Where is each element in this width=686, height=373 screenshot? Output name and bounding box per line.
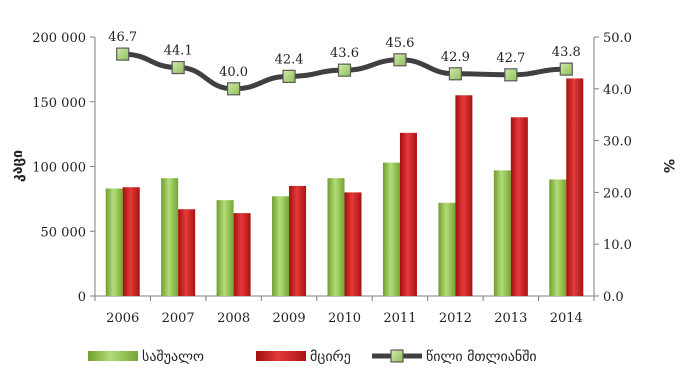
axes: 0 50 000 100 000 150 000 200 000 0.0 10.0 20.0 3… xyxy=(10,31,676,326)
share-data-label: 44.1 xyxy=(164,44,193,59)
right-tick-label: 10.0 xyxy=(603,238,632,253)
legend-marker-share xyxy=(390,349,404,363)
bar-small xyxy=(178,209,196,296)
share-data-label: 45.6 xyxy=(385,36,414,51)
bar-small xyxy=(344,192,362,296)
share-marker xyxy=(171,60,185,75)
x-tick-label: 2013 xyxy=(494,311,527,326)
bar-medium xyxy=(549,179,567,296)
left-tick-label: 200 000 xyxy=(32,31,86,46)
bar-medium xyxy=(161,178,179,296)
share-data-label: 42.9 xyxy=(441,50,470,65)
labels-layer: 46.7 44.1 40.0 42.4 43.6 45.6 42.9 42.7 43.8 xyxy=(108,30,581,80)
bar-small xyxy=(566,78,584,296)
bar-medium xyxy=(382,162,400,296)
left-tick-label: 50 000 xyxy=(41,225,87,240)
right-tick-label: 20.0 xyxy=(603,186,632,201)
legend-swatch-medium xyxy=(88,351,138,361)
legend: საშუალო მცირე წილი მთლიანში xyxy=(88,348,537,365)
share-marker xyxy=(116,47,130,61)
legend-label-small: მცირე xyxy=(310,348,351,365)
left-tick-label: 100 000 xyxy=(32,161,86,176)
share-marker xyxy=(559,62,573,76)
right-tick-label: 0.0 xyxy=(603,290,624,305)
legend-label-share: წილი მთლიანში xyxy=(426,349,537,365)
right-tick-label: 40.0 xyxy=(603,83,632,98)
share-marker xyxy=(448,67,462,81)
share-data-label: 40.0 xyxy=(219,65,248,80)
right-tick-label: 30.0 xyxy=(603,135,632,150)
right-tick-label: 50.0 xyxy=(603,31,632,46)
bar-small xyxy=(289,185,307,296)
share-data-label: 42.4 xyxy=(275,52,304,67)
x-tick-label: 2007 xyxy=(162,311,195,326)
bar-small xyxy=(510,117,528,296)
bar-medium xyxy=(272,196,290,296)
share-marker xyxy=(504,68,518,82)
share-marker xyxy=(393,53,407,67)
bar-medium xyxy=(105,188,123,296)
share-data-label: 43.6 xyxy=(330,46,359,61)
bar-small xyxy=(233,213,251,296)
bars-layer xyxy=(105,78,584,297)
x-tick-label: 2011 xyxy=(383,311,416,326)
legend-label-medium: საშუალო xyxy=(142,349,204,365)
share-data-label: 46.7 xyxy=(108,30,137,45)
bar-medium xyxy=(216,200,234,296)
x-tick-label: 2006 xyxy=(106,311,139,326)
x-tick-label: 2014 xyxy=(550,311,583,326)
bar-medium xyxy=(493,170,511,296)
share-marker xyxy=(337,63,352,77)
bar-small xyxy=(399,132,417,296)
share-marker xyxy=(282,69,296,83)
x-tick-label: 2010 xyxy=(328,311,361,326)
share-data-label: 43.8 xyxy=(552,45,581,60)
left-axis-title: კაცი xyxy=(10,150,26,182)
bar-medium xyxy=(327,178,345,296)
share-marker xyxy=(227,82,241,96)
x-tick-label: 2008 xyxy=(217,311,250,326)
right-axis-title: % xyxy=(660,159,676,173)
bar-small xyxy=(455,95,473,297)
bar-small xyxy=(122,187,140,296)
share-line-layer xyxy=(116,47,573,96)
left-tick-label: 150 000 xyxy=(32,96,86,111)
bar-medium xyxy=(438,202,456,296)
legend-swatch-small xyxy=(256,351,306,361)
x-tick-label: 2012 xyxy=(439,311,472,326)
x-tick-label: 2009 xyxy=(273,311,306,326)
left-tick-label: 0 xyxy=(78,290,86,305)
share-data-label: 42.7 xyxy=(496,51,525,66)
